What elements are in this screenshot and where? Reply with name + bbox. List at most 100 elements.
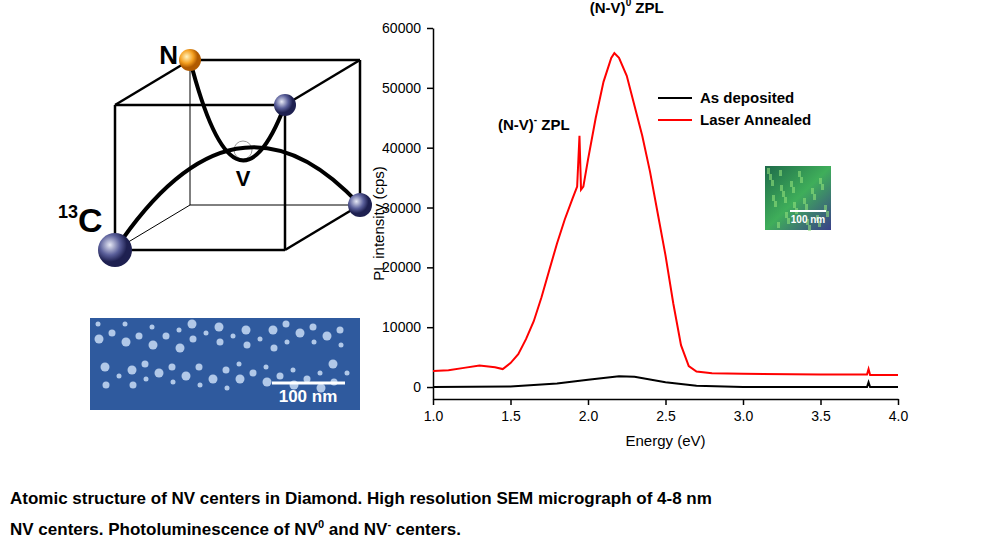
sem-particle <box>149 341 158 350</box>
cube-edge <box>190 60 191 205</box>
x-tick-label: 3.0 <box>734 408 754 424</box>
inset-texture <box>780 185 783 191</box>
y-axis-line <box>433 29 435 400</box>
sem-particle <box>285 340 290 345</box>
cube-edge <box>285 60 360 105</box>
figure: NV13C100 nm1.01.52.02.53.03.54.001000020… <box>0 0 992 558</box>
x-tick: 1.0 <box>424 399 444 424</box>
sem-particle <box>231 334 236 339</box>
sem-particle <box>304 376 311 383</box>
sem-particle <box>204 331 209 336</box>
sem-particle <box>329 360 338 369</box>
sem-particle <box>182 372 191 381</box>
inset-texture <box>779 170 782 176</box>
y-tick: 10000 <box>382 319 433 335</box>
sem-particle <box>339 343 344 348</box>
caption-segment: and NV <box>324 520 388 539</box>
sem-particle <box>176 344 185 353</box>
inset-background <box>765 166 831 230</box>
sem-particle <box>188 320 197 329</box>
inset-texture <box>800 177 803 183</box>
cube-edge <box>285 205 360 250</box>
inset-texture <box>784 197 787 203</box>
sem-particle <box>269 326 278 335</box>
x-axis: 1.01.52.02.53.03.54.0 <box>424 399 909 424</box>
inset-texture <box>782 191 785 197</box>
inset-texture <box>772 195 775 201</box>
inset-texture <box>785 212 788 218</box>
x-tick-mark <box>743 399 745 405</box>
y-tick-label: 50000 <box>382 80 421 96</box>
y-tick-label: 0 <box>413 379 421 395</box>
legend-swatch <box>658 97 692 99</box>
x-tick-mark <box>820 399 822 405</box>
carbon-13-label: 13C <box>58 201 103 239</box>
cube-edge <box>115 60 190 105</box>
annotation-suffix: ZPL <box>537 116 570 133</box>
sem-particle <box>323 332 332 341</box>
x-tick-mark <box>510 399 512 405</box>
x-axis-title: Energy (eV) <box>625 432 705 449</box>
y-tick: 20000 <box>382 259 433 275</box>
inset-texture <box>767 168 770 174</box>
inset-texture <box>808 225 811 231</box>
sem-particle <box>144 377 149 382</box>
sem-particle <box>96 322 101 327</box>
bond <box>190 60 285 160</box>
legend: As depositedLaser Annealed <box>658 89 811 128</box>
inset-texture <box>769 174 772 180</box>
sem-particle <box>142 361 149 368</box>
sem-background <box>90 318 360 410</box>
sem-particle <box>169 364 176 371</box>
x-tick-label: 2.5 <box>656 408 676 424</box>
sem-particle <box>296 329 305 338</box>
carbon-atom <box>348 193 372 217</box>
sem-particle <box>236 375 245 384</box>
y-tick: 40000 <box>382 140 433 156</box>
y-tick: 0 <box>413 379 433 395</box>
cube-edge <box>115 104 285 107</box>
sem-particle <box>242 326 251 335</box>
sem-particle <box>123 322 128 327</box>
isotope: 13 <box>58 202 78 222</box>
x-tick-label: 3.5 <box>811 408 831 424</box>
sem-particle <box>277 373 284 380</box>
sem-particle <box>190 336 197 343</box>
sem-particle <box>291 368 296 373</box>
sem-particle <box>318 371 323 376</box>
y-tick-mark <box>427 28 433 30</box>
y-axis: 0100002000030000400005000060000 <box>382 20 433 400</box>
annotation: (N-V)0 ZPL <box>590 0 664 16</box>
sem-particle <box>117 374 122 379</box>
x-tick-label: 1.0 <box>424 408 444 424</box>
x-tick: 3.5 <box>811 399 831 424</box>
cube-edge <box>359 60 362 205</box>
sem-particle <box>171 380 176 385</box>
inset-scale-label: 100 nm <box>791 214 826 225</box>
sem-particle <box>225 386 230 391</box>
y-axis-title: PL intensity (cps) <box>370 166 387 281</box>
y-tick-mark <box>427 267 433 269</box>
x-tick: 2.5 <box>656 399 676 424</box>
sem-particle <box>163 333 170 340</box>
sem-particle <box>150 325 155 330</box>
y-tick-mark <box>427 88 433 90</box>
sem-scale-bar <box>272 382 345 385</box>
sem-particle <box>198 383 203 388</box>
sem-particle <box>209 375 218 384</box>
sem-particle <box>103 382 110 389</box>
sem-particle <box>122 338 131 347</box>
x-tick: 2.0 <box>579 399 599 424</box>
y-tick-label: 30000 <box>382 199 421 215</box>
caption-segment: NV centers. Photoluminescence of NV <box>10 520 319 539</box>
nitrogen-atom <box>179 49 201 71</box>
caption-segment: centers. <box>391 520 461 539</box>
x-tick-mark <box>665 399 667 405</box>
sem-particle <box>237 362 242 367</box>
plot-lines <box>433 53 898 387</box>
inset-texture <box>793 202 796 208</box>
annotation-text: (N-V) <box>498 116 534 133</box>
pl-chart: 1.01.52.02.53.03.54.00100002000030000400… <box>370 0 908 449</box>
sem-particle <box>345 371 350 376</box>
inset-image: 100 nm <box>765 166 831 231</box>
